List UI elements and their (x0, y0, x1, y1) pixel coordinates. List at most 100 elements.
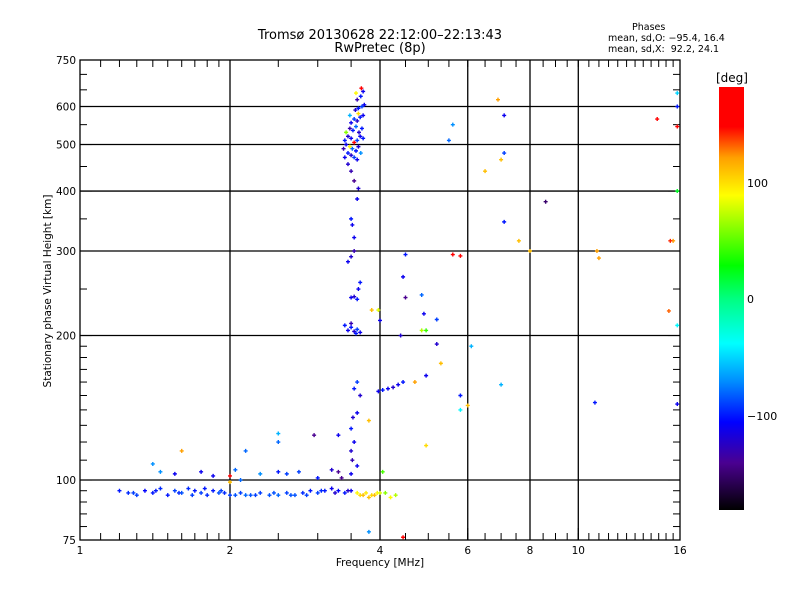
data-point (349, 216, 354, 221)
data-point (352, 178, 357, 183)
data-point (675, 189, 680, 194)
phase-colorbar (719, 87, 744, 510)
data-point (267, 493, 272, 498)
data-point (355, 297, 360, 302)
x-mode-stats: mean, sd,X: 92.2, 24.1 (608, 44, 720, 55)
data-point (355, 327, 360, 332)
data-point (358, 94, 363, 99)
data-point (421, 311, 426, 316)
data-point (356, 186, 361, 191)
y-tick-label: 400 (56, 186, 76, 198)
data-point (516, 238, 521, 243)
data-point (594, 249, 599, 254)
chart-title: Tromsø 20130628 22:12:00–22:13:43 (257, 28, 503, 43)
data-point (205, 493, 210, 498)
data-point (359, 104, 364, 109)
data-point (403, 295, 408, 300)
data-point (401, 380, 406, 385)
data-point (376, 389, 381, 394)
data-point (344, 130, 349, 135)
data-point (350, 458, 355, 463)
y-tick-label: 300 (56, 246, 76, 258)
colorbar-label: [deg] (716, 71, 748, 85)
data-point (362, 102, 367, 107)
colorbar-tick-label: 100 (747, 177, 768, 190)
data-point (179, 448, 184, 453)
data-point (396, 382, 401, 387)
data-point (117, 488, 122, 493)
data-point (675, 104, 680, 109)
data-point (352, 140, 357, 145)
data-point (243, 493, 248, 498)
data-point (211, 473, 216, 478)
data-point (358, 115, 363, 120)
data-point (358, 330, 363, 335)
data-point (356, 130, 361, 135)
y-axis-label: Stationary phase Virtual Height [km] (42, 194, 54, 388)
data-point (352, 235, 357, 240)
data-point (359, 86, 364, 91)
data-point (248, 493, 253, 498)
data-point (150, 490, 155, 495)
data-point (345, 488, 350, 493)
data-point (356, 144, 361, 149)
data-point (352, 440, 357, 445)
data-point (228, 480, 232, 485)
data-point (450, 122, 455, 127)
data-point (176, 490, 181, 495)
data-point (284, 490, 289, 495)
data-point (352, 155, 357, 160)
data-point (350, 222, 355, 227)
data-point (126, 490, 131, 495)
data-point (502, 151, 507, 156)
data-point (450, 252, 455, 257)
data-point (366, 529, 371, 534)
colorbar-tick-label: 0 (747, 293, 754, 306)
data-point (499, 157, 504, 162)
data-point (202, 486, 207, 491)
data-point (352, 294, 357, 299)
data-point (190, 493, 195, 498)
data-point (358, 393, 363, 398)
data-point (353, 124, 358, 129)
data-point (359, 126, 364, 131)
data-point (352, 386, 357, 391)
data-point (349, 295, 354, 300)
data-point (675, 91, 680, 96)
data-point (150, 461, 155, 466)
data-point (655, 117, 660, 122)
data-point (315, 475, 320, 480)
data-point (349, 448, 354, 453)
data-point (342, 155, 347, 160)
data-point (353, 91, 358, 96)
data-point (319, 488, 324, 493)
data-point (361, 136, 366, 141)
data-point (344, 142, 349, 147)
data-point (364, 490, 369, 495)
data-point (243, 448, 248, 453)
data-point (308, 488, 313, 493)
y-tick-label: 100 (56, 475, 76, 487)
data-point (424, 373, 429, 378)
data-point (233, 467, 238, 472)
data-point (465, 403, 470, 408)
data-point (199, 469, 204, 474)
data-point (211, 488, 216, 493)
y-tick-label: 200 (56, 331, 76, 343)
data-point (238, 490, 243, 495)
data-point (350, 146, 355, 151)
data-point (345, 259, 350, 264)
data-point (668, 238, 673, 243)
data-point (329, 486, 334, 491)
x-tick-label: 10 (572, 545, 585, 557)
data-point (358, 134, 363, 139)
data-point (458, 253, 463, 258)
y-tick-label: 600 (56, 102, 76, 114)
o-mode-stats: mean, sd,O: −95.4, 16.4 (608, 33, 725, 44)
data-point (356, 111, 361, 116)
data-point (349, 136, 354, 141)
data-point (341, 146, 346, 151)
data-point (349, 471, 354, 476)
chart-subtitle: RwPretec (8p) (334, 41, 426, 56)
